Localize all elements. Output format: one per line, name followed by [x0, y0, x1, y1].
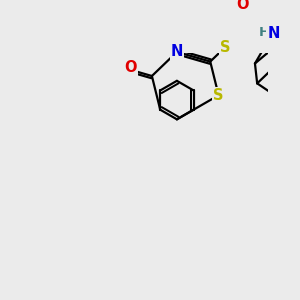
Text: O: O: [124, 60, 137, 75]
Text: S: S: [213, 88, 224, 103]
Text: N: N: [171, 44, 183, 59]
Text: N: N: [267, 26, 280, 41]
Text: S: S: [220, 40, 231, 55]
Text: O: O: [237, 0, 249, 12]
Text: H: H: [259, 26, 270, 39]
